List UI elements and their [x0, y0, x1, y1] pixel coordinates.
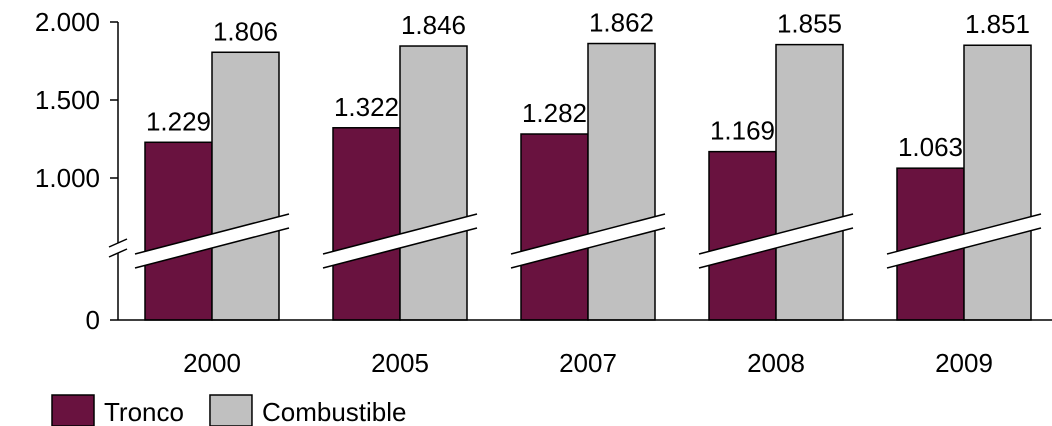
x-tick-label: 2005 — [371, 348, 429, 378]
axis-break-band — [887, 214, 1041, 268]
legend-swatch-combustible — [209, 394, 253, 426]
y-axis-break-mark-1 — [108, 238, 128, 248]
y-tick-label: 1.000 — [35, 163, 100, 193]
value-label: 1.862 — [589, 8, 654, 38]
bar-tronco-2007 — [520, 133, 589, 321]
x-tick-label: 2009 — [935, 348, 993, 378]
axis-break-line — [698, 227, 854, 269]
legend-label-combustible: Combustible — [262, 397, 407, 426]
value-label: 1.806 — [213, 16, 278, 46]
bar-tronco-2000 — [144, 141, 213, 321]
value-label: 1.282 — [522, 98, 587, 128]
labels-layer: 1.229 1.806 2000 1.322 1.846 2005 1.282 1.862 20… — [146, 8, 1030, 378]
bar-combustible-2007 — [587, 42, 656, 321]
value-label: 1.846 — [401, 10, 466, 40]
axis-break-line — [322, 227, 478, 269]
legend: Tronco Combustible — [51, 394, 407, 426]
axis-break-line — [886, 213, 1042, 255]
y-tick-label: 1.500 — [35, 85, 100, 115]
bar-combustible-2008 — [775, 43, 844, 321]
axis-break-line — [134, 213, 290, 255]
x-tick-label: 2007 — [559, 348, 617, 378]
axis-break-line — [698, 213, 854, 255]
y-tick-label: 2.000 — [35, 7, 100, 37]
value-label: 1.063 — [898, 132, 963, 162]
value-label: 1.851 — [965, 9, 1030, 39]
axis-break-line — [510, 227, 666, 269]
axis-break-line — [322, 213, 478, 255]
value-label: 1.855 — [777, 9, 842, 39]
value-label: 1.169 — [710, 116, 775, 146]
y-tick-label: 0 — [86, 305, 100, 335]
bar-combustible-2009 — [963, 44, 1032, 321]
bar-tronco-2005 — [332, 127, 401, 321]
x-tick-label: 2008 — [747, 348, 805, 378]
value-label: 1.322 — [334, 92, 399, 122]
y-axis-break-mark-2 — [108, 248, 128, 258]
bars-layer — [144, 42, 1032, 321]
y-ticks-layer: 0 1.000 1.500 2.000 — [35, 7, 118, 335]
axis-break-band — [699, 214, 853, 268]
bar-combustible-2000 — [211, 51, 280, 321]
y-axis — [108, 22, 1052, 321]
axis-break-line — [886, 227, 1042, 269]
legend-label-tronco: Tronco — [104, 397, 184, 426]
axis-break-band — [511, 214, 665, 268]
axis-break-line — [134, 227, 290, 269]
bar-tronco-2008 — [708, 150, 777, 321]
legend-swatch-tronco — [51, 394, 95, 426]
bar-combustible-2005 — [399, 45, 468, 321]
axis-break-band — [323, 214, 477, 268]
axis-break-band — [135, 214, 289, 268]
axis-break-line — [510, 213, 666, 255]
value-label: 1.229 — [146, 106, 211, 136]
axis-breaks-layer — [134, 213, 1042, 269]
x-tick-label: 2000 — [183, 348, 241, 378]
